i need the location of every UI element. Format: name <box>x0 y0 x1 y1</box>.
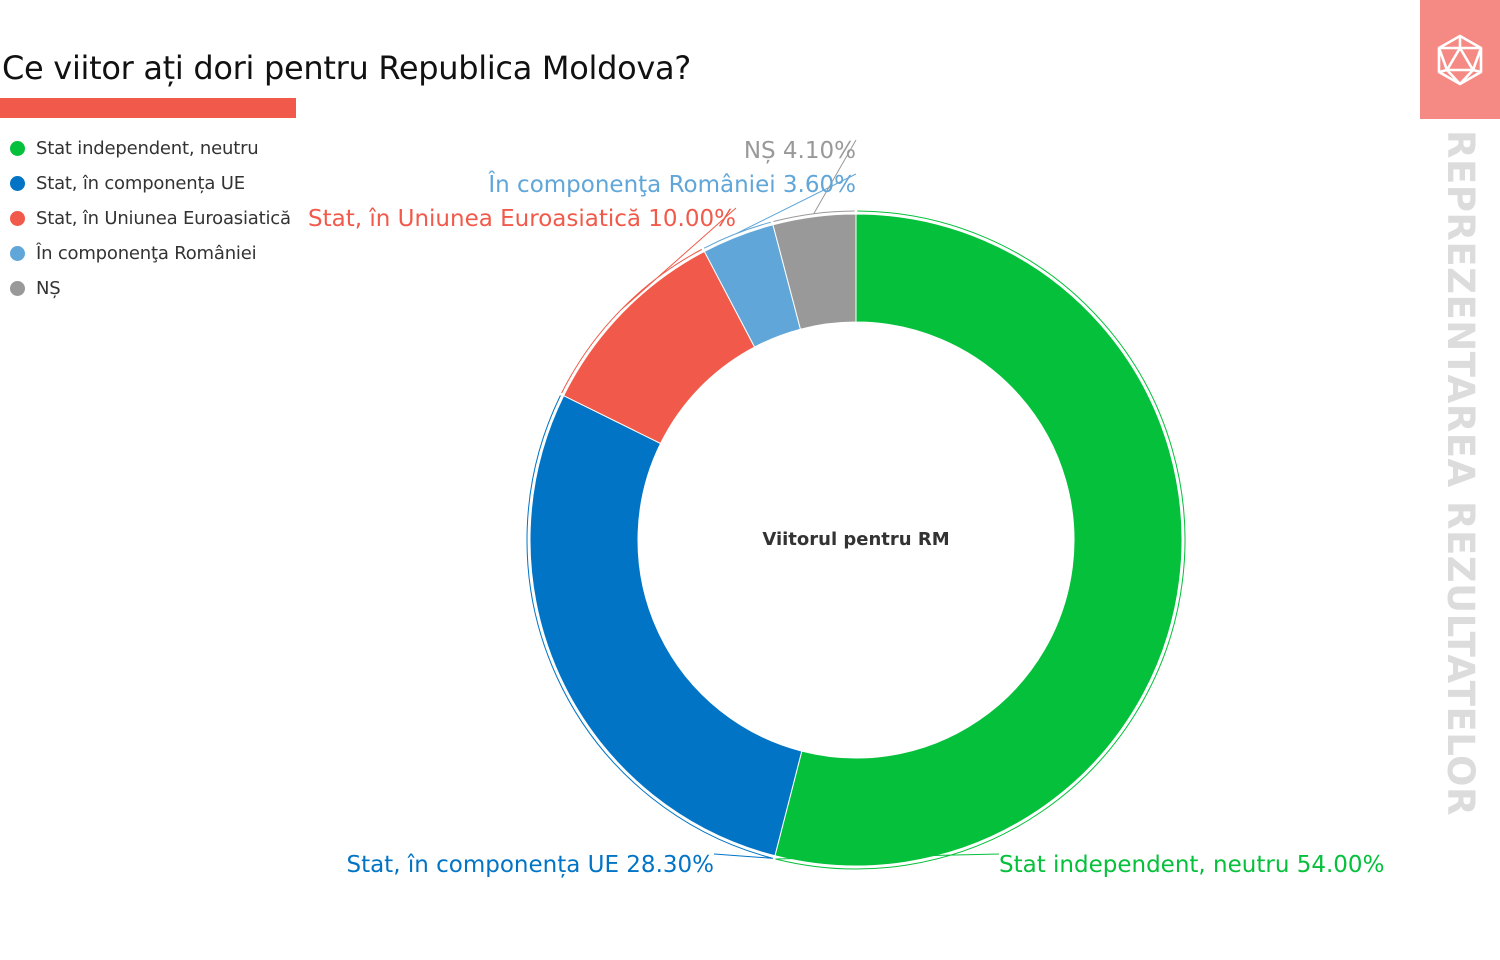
slice-label: În componenţa României 3.60% <box>487 170 856 198</box>
label-leader-line <box>773 139 857 223</box>
legend-item[interactable]: Stat, în componența UE <box>10 166 291 201</box>
legend-swatch <box>10 141 25 156</box>
slice-label: Stat, în componența UE 28.30% <box>346 852 714 878</box>
legend-swatch <box>10 176 25 191</box>
label-leader-line <box>775 210 1186 870</box>
legend-item[interactable]: În componenţa României <box>10 236 291 271</box>
legend: Stat independent, neutru Stat, în compon… <box>10 131 291 306</box>
slice-label: Stat, în Uniunea Euroasiatică 10.00% <box>308 206 736 232</box>
center-label: Viitorul pentru RM <box>762 529 949 550</box>
legend-swatch <box>10 246 25 261</box>
legend-label: În componenţa României <box>36 243 257 264</box>
donut-slice[interactable] <box>529 394 803 857</box>
legend-item[interactable]: Stat, în Uniunea Euroasiatică <box>10 201 291 236</box>
donut-slice[interactable] <box>772 213 857 330</box>
label-leader-line <box>703 173 857 249</box>
legend-label: Stat independent, neutru <box>36 138 259 159</box>
legend-label: NȘ <box>36 278 61 299</box>
legend-swatch <box>10 281 25 296</box>
brand-vertical-text: REPREZENTAREA REZULTATELOR <box>1439 130 1482 816</box>
donut-slice[interactable] <box>774 213 1183 867</box>
label-leader-line <box>526 395 774 859</box>
legend-swatch <box>10 211 25 226</box>
legend-item[interactable]: Stat independent, neutru <box>10 131 291 166</box>
legend-label: Stat, în Uniunea Euroasiatică <box>36 208 291 229</box>
title-underline <box>0 98 296 118</box>
slice-label: NȘ 4.10% <box>744 138 856 164</box>
slice-label: Stat independent, neutru 54.00% <box>999 852 1384 878</box>
legend-label: Stat, în componența UE <box>36 173 245 194</box>
legend-item[interactable]: NȘ <box>10 271 291 306</box>
brand-logo-box <box>1420 0 1500 119</box>
chart-title: Ce viitor ați dori pentru Republica Mold… <box>2 49 691 87</box>
label-leader-line <box>561 207 737 394</box>
icosahedron-icon <box>1437 34 1483 85</box>
